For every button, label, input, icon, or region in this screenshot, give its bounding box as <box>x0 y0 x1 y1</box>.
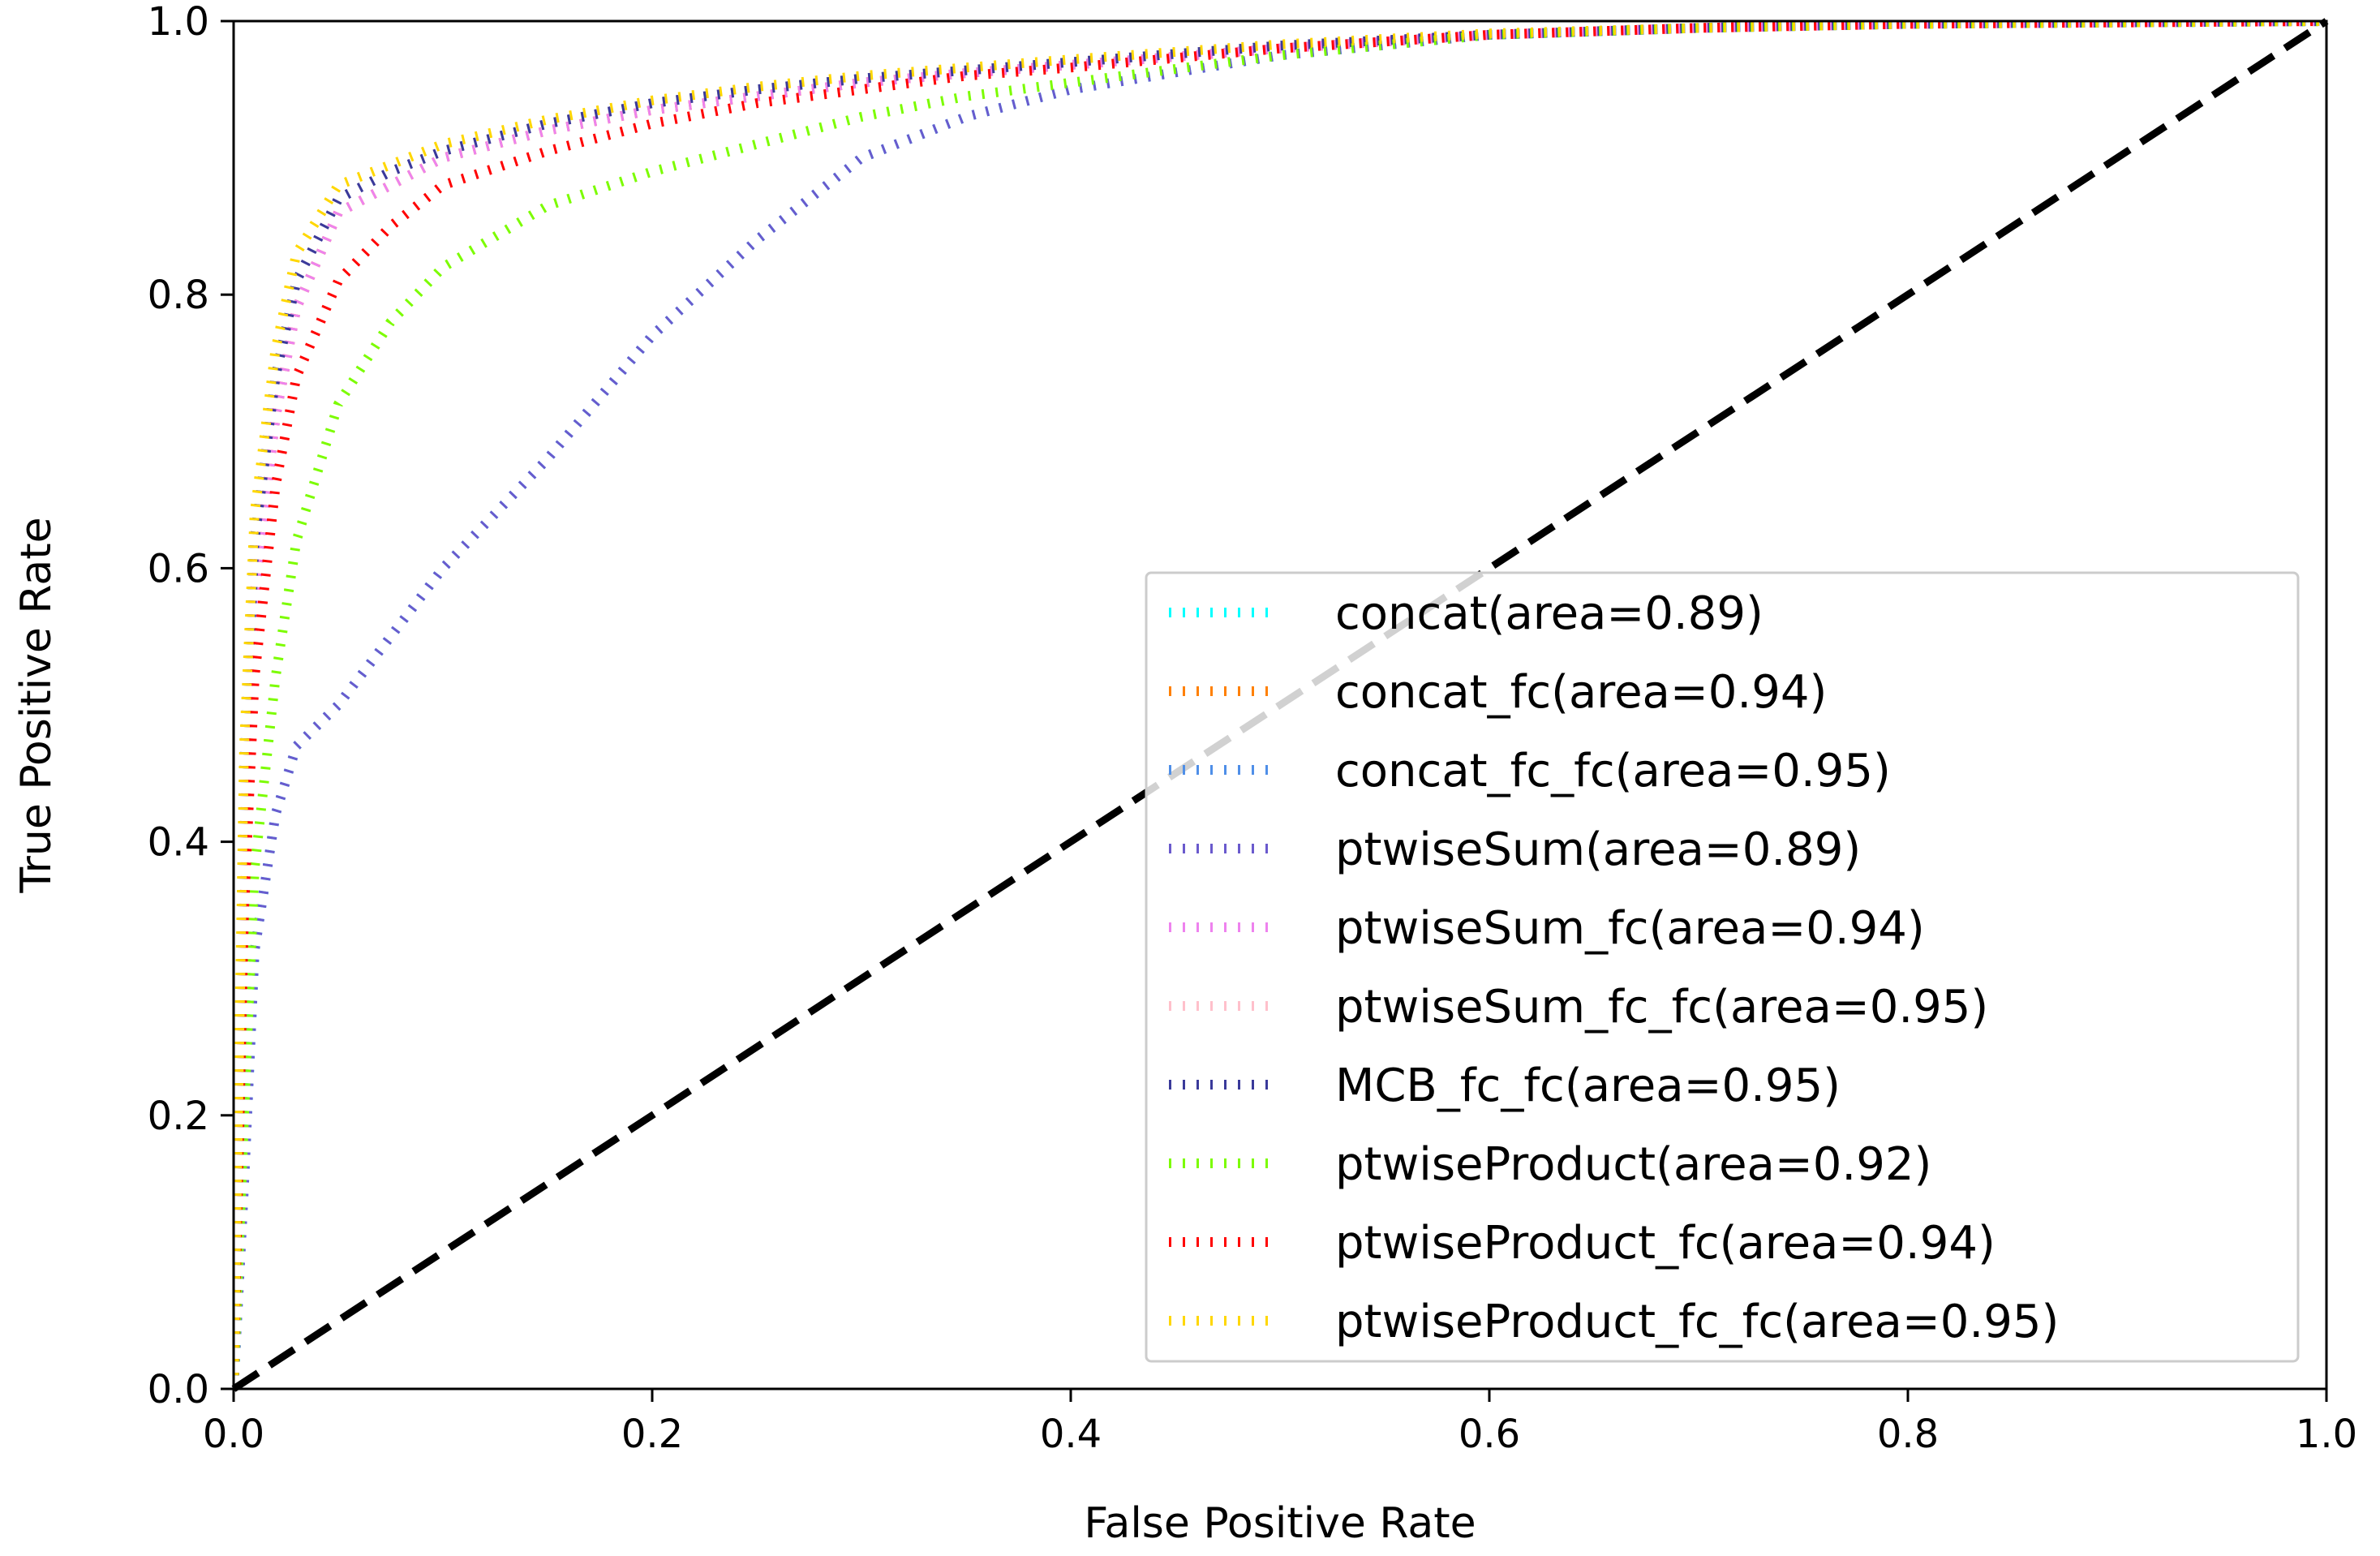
legend: concat(area=0.89) concat_fc(area=0.94)con… <box>1145 571 2300 1363</box>
y-tick-label: 0.2 <box>148 1094 209 1139</box>
legend-label-5: ptwiseSum_fc_fc(area=0.95) <box>1335 981 1988 1034</box>
legend-label-7: ptwiseProduct(area=0.92) <box>1335 1138 1931 1191</box>
x-tick-label: 0.6 <box>1459 1412 1520 1457</box>
x-axis-label: False Positive Rate <box>1084 1499 1476 1548</box>
x-tick-label: 1.0 <box>2296 1412 2357 1457</box>
y-tick-label: 0.4 <box>148 820 209 866</box>
legend-label-4: ptwiseSum_fc(area=0.94) <box>1335 902 1925 955</box>
series-line-8 <box>234 21 2326 1389</box>
series-layer <box>234 21 2326 1389</box>
y-tick-label: 0.0 <box>148 1367 209 1412</box>
y-tick-label: 0.8 <box>148 273 209 318</box>
y-axis-label: True Positive Rate <box>12 517 61 893</box>
legend-label-0: concat(area=0.89) <box>1335 587 1764 640</box>
legend-label-9: ptwiseProduct_fc_fc(area=0.95) <box>1335 1296 2059 1348</box>
plot-frame <box>232 19 2328 1391</box>
x-tick-label: 0.8 <box>1877 1412 1939 1457</box>
series-line-6 <box>234 21 2326 1389</box>
tick-layer: 0.0 0.2 0.4 0.6 0.8 1.0 0.0 0.2 0.4 0.6 0.8 1.0 <box>148 0 2358 1457</box>
legend-label-8: ptwiseProduct_fc(area=0.94) <box>1335 1217 1996 1270</box>
y-tick-label: 1.0 <box>148 0 209 45</box>
x-tick-label: 0.4 <box>1040 1412 1102 1457</box>
legend-label-3: ptwiseSum(area=0.89) <box>1335 823 1861 876</box>
legend-label-6: MCB_fc_fc(area=0.95) <box>1335 1060 1841 1112</box>
legend-label-2: concat_fc_fc(area=0.95) <box>1335 745 1891 797</box>
x-tick-label: 0.2 <box>621 1412 683 1457</box>
x-tick-label: 0.0 <box>203 1412 264 1457</box>
y-tick-label: 0.6 <box>148 546 209 591</box>
legend-box <box>1145 571 2300 1363</box>
legend-label-1: concat_fc(area=0.94) <box>1335 666 1827 719</box>
series-line-4 <box>234 21 2326 1389</box>
